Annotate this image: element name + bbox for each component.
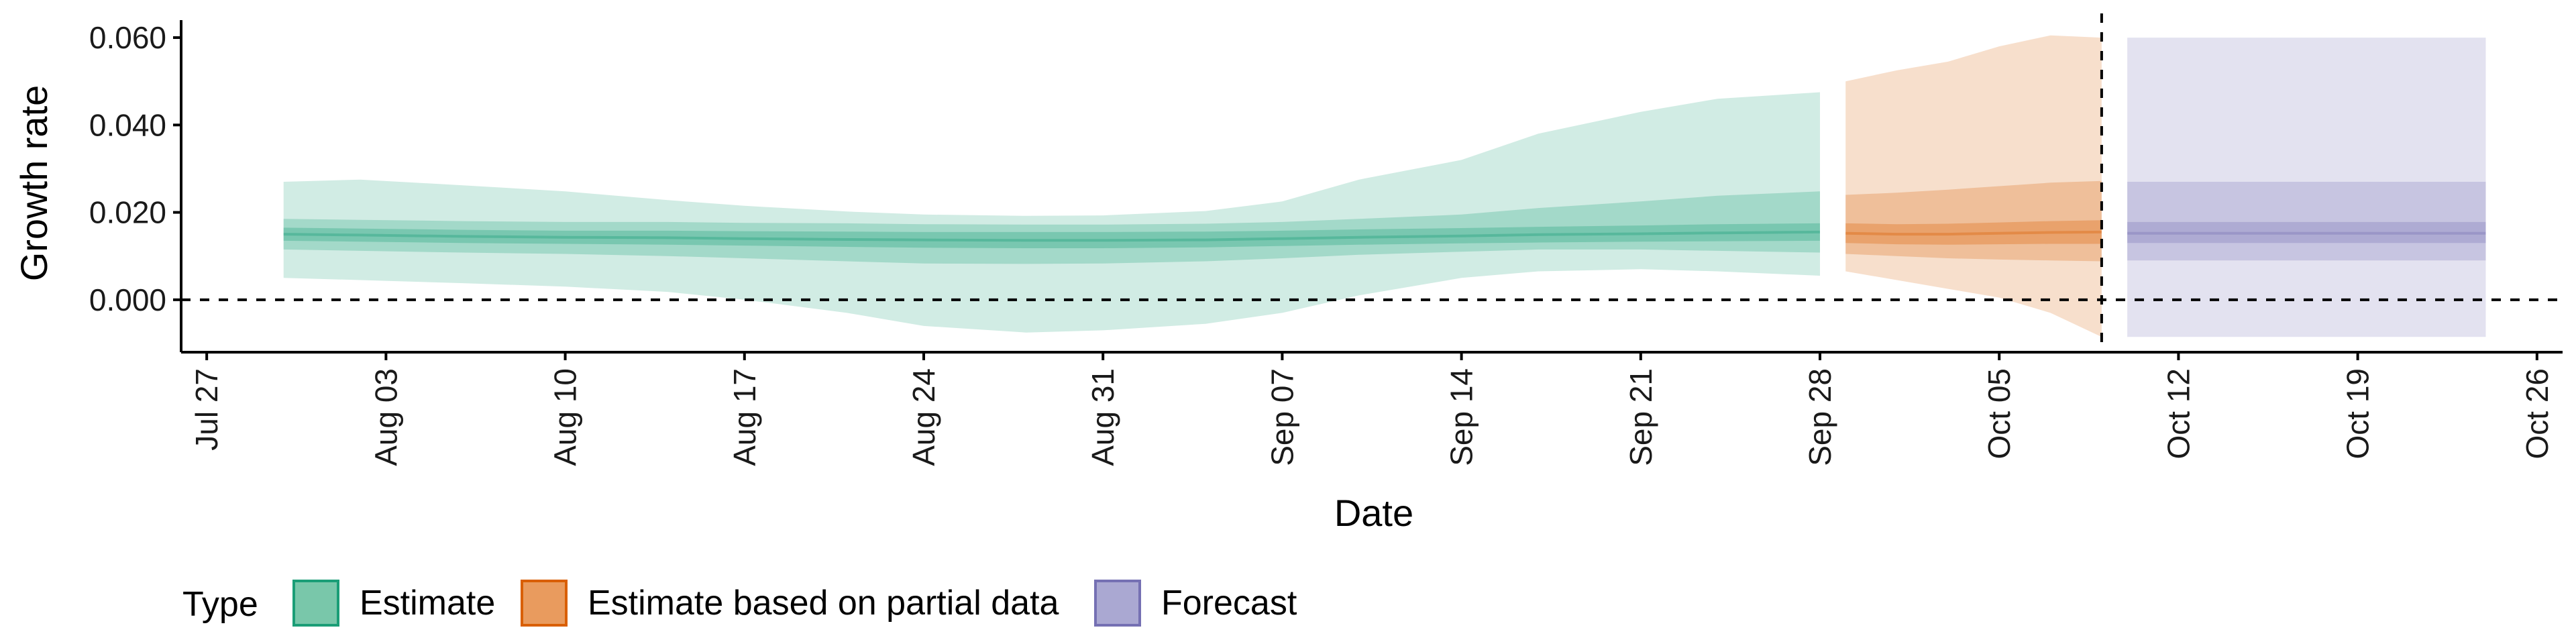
legend-title: Type (182, 585, 258, 624)
x-tick-label: Aug 31 (1085, 368, 1120, 466)
x-tick-label: Aug 10 (548, 368, 583, 466)
x-tick-label: Sep 07 (1265, 368, 1299, 466)
y-tick-label: 0.020 (89, 195, 166, 230)
legend-label-estimate: Estimate (360, 584, 495, 623)
x-tick-label: Aug 24 (906, 368, 941, 466)
x-tick-label: Oct 26 (2520, 368, 2555, 460)
axes (180, 20, 2563, 354)
y-tick-label: 0.000 (89, 282, 166, 317)
legend-label-forecast: Forecast (1161, 584, 1297, 623)
x-axis-ticks: Jul 27 Aug 03 Aug 10 Aug 17 Aug 24 Aug 31 Sep … (189, 352, 2555, 466)
x-tick-label: Sep 28 (1803, 368, 1837, 466)
forecast-band-90 (2127, 38, 2486, 337)
ribbon-bands (283, 35, 2486, 337)
estimate-based-on-partial-data-median-line (1845, 230, 2102, 236)
legend-swatch-estimate-based-on-partial-data (521, 580, 568, 627)
reference-lines (181, 13, 2563, 352)
estimate-band-20 (283, 223, 1821, 248)
estimate-band-90 (283, 92, 1821, 333)
y-tick-label: 0.040 (89, 107, 166, 142)
estimate-based-on-partial-data-band-50 (1845, 180, 2102, 262)
forecast-band-20 (2127, 221, 2486, 244)
x-tick-label: Jul 27 (189, 368, 224, 451)
x-tick-label: Sep 21 (1623, 368, 1658, 466)
y-axis-ticks: 0.000 0.020 0.040 0.060 (89, 20, 181, 317)
y-axis-title: Growth rate (13, 85, 55, 282)
estimate-band-50 (283, 191, 1821, 264)
legend-swatch-forecast (1094, 580, 1141, 627)
estimate-median-line (283, 230, 1821, 242)
median-lines (283, 230, 2486, 242)
x-tick-label: Oct 12 (2161, 368, 2196, 460)
estimate-based-on-partial-data-band-20 (1845, 220, 2102, 245)
legend-swatch-estimate (292, 580, 339, 627)
x-tick-label: Aug 17 (727, 368, 762, 466)
x-tick-label: Aug 03 (368, 368, 403, 466)
legend-label-estimate-based-on-partial-data: Estimate based on partial data (588, 584, 1059, 623)
x-tick-label: Sep 14 (1444, 368, 1479, 466)
x-tick-label: Oct 05 (1982, 368, 2017, 460)
estimate-based-on-partial-data-band-90 (1845, 35, 2102, 337)
x-tick-label: Oct 19 (2341, 368, 2375, 460)
x-axis-title: Date (1334, 492, 1413, 534)
forecast-band-50 (2127, 182, 2486, 261)
legend: Type Estimate Estimate based on partial d… (182, 580, 1297, 627)
y-tick-label: 0.060 (89, 20, 166, 55)
